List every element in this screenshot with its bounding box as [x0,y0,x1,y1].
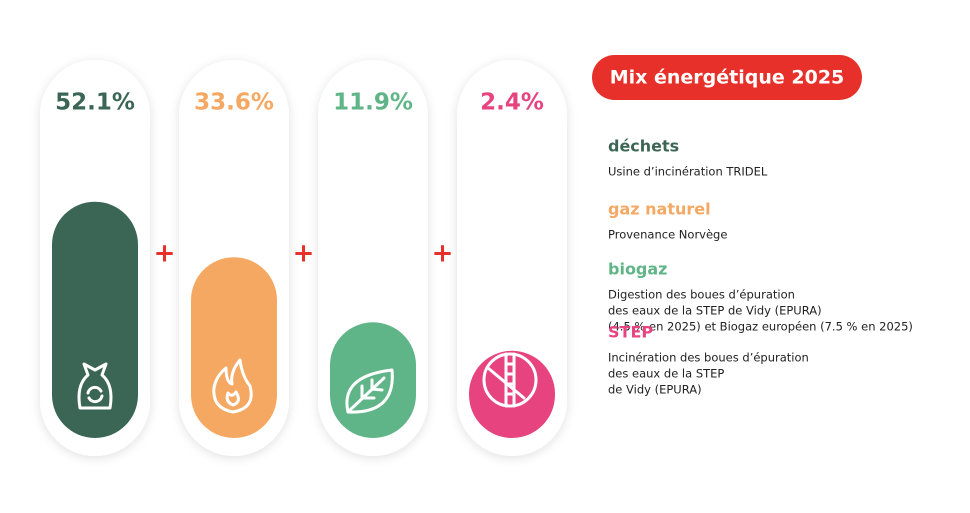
wheel-icon [482,352,538,408]
legend-description: des eaux de la STEP [608,367,724,381]
legend-description: (4.5 % en 2025) et Biogaz européen (7.5 … [608,320,913,334]
legend-name: gaz naturel [608,200,711,219]
legend-description: de Vidy (EPURA) [608,383,702,397]
chart-title: Mix énergétique 2025 [610,67,845,89]
icons [77,352,538,414]
legend-description: des eaux de la STEP de Vidy (EPURA) [608,304,822,318]
legend-description: Usine d’incinération TRIDEL [608,165,768,179]
pill [457,60,567,456]
separator: + [432,239,454,269]
title-pill [592,55,862,100]
ladder-icon [486,352,526,408]
legend-description: Digestion des boues d’épuration [608,288,795,302]
recycle-icon [86,385,104,404]
legend-name: STEP [608,323,653,342]
value-label: 11.9% [333,90,413,116]
separator: + [293,239,315,269]
leaf-icon [345,368,394,414]
value-label: 52.1% [55,90,135,116]
bar [52,201,138,438]
legend-name: biogaz [608,260,668,279]
value-label: 2.4% [480,90,544,116]
legend-description: Incinération des boues d’épuration [608,351,809,365]
legend-description: Provenance Norvège [608,228,727,242]
value-label: 33.6% [194,90,274,116]
flame-icon [212,358,253,414]
separator: + [154,239,176,269]
waste-icon [77,362,113,410]
legend-name: déchets [608,137,679,156]
